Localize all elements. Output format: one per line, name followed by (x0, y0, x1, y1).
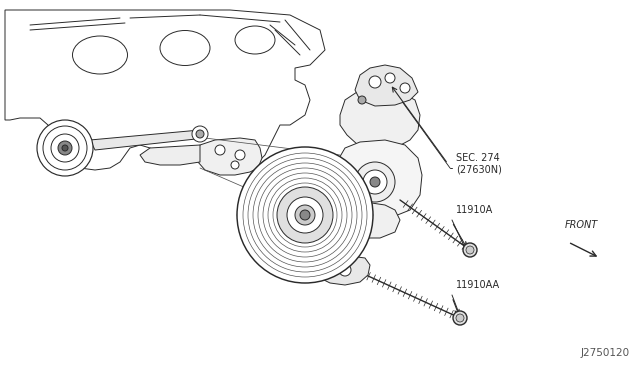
Circle shape (369, 76, 381, 88)
Polygon shape (328, 195, 400, 238)
Ellipse shape (160, 31, 210, 65)
Text: J2750120: J2750120 (581, 348, 630, 358)
Circle shape (43, 126, 87, 170)
Text: (27630N): (27630N) (456, 165, 502, 175)
Circle shape (339, 264, 351, 276)
Text: 11910A: 11910A (456, 205, 493, 215)
Text: SEC. 274: SEC. 274 (456, 153, 500, 163)
Polygon shape (320, 256, 370, 285)
Polygon shape (196, 138, 262, 175)
Circle shape (400, 83, 410, 93)
Circle shape (363, 170, 387, 194)
Circle shape (463, 243, 477, 257)
Circle shape (215, 145, 225, 155)
Circle shape (196, 130, 204, 138)
Circle shape (37, 120, 93, 176)
Circle shape (231, 161, 239, 169)
Circle shape (453, 311, 467, 325)
Circle shape (385, 73, 395, 83)
Polygon shape (335, 140, 422, 220)
Polygon shape (340, 88, 420, 150)
Polygon shape (90, 130, 205, 150)
Polygon shape (140, 145, 200, 165)
Circle shape (355, 162, 395, 202)
Ellipse shape (235, 26, 275, 54)
Circle shape (237, 147, 373, 283)
Circle shape (295, 205, 315, 225)
Circle shape (466, 246, 474, 254)
Polygon shape (5, 10, 325, 172)
Circle shape (235, 150, 245, 160)
Circle shape (287, 197, 323, 233)
Text: FRONT: FRONT (565, 220, 598, 230)
Circle shape (192, 126, 208, 142)
Circle shape (358, 96, 366, 104)
Circle shape (300, 210, 310, 220)
Circle shape (370, 177, 380, 187)
Circle shape (456, 314, 464, 322)
Ellipse shape (237, 200, 373, 230)
Circle shape (51, 134, 79, 162)
Ellipse shape (72, 36, 127, 74)
Polygon shape (355, 65, 418, 106)
Circle shape (58, 141, 72, 155)
Circle shape (277, 187, 333, 243)
Text: 11910AA: 11910AA (456, 280, 500, 290)
Circle shape (62, 145, 68, 151)
